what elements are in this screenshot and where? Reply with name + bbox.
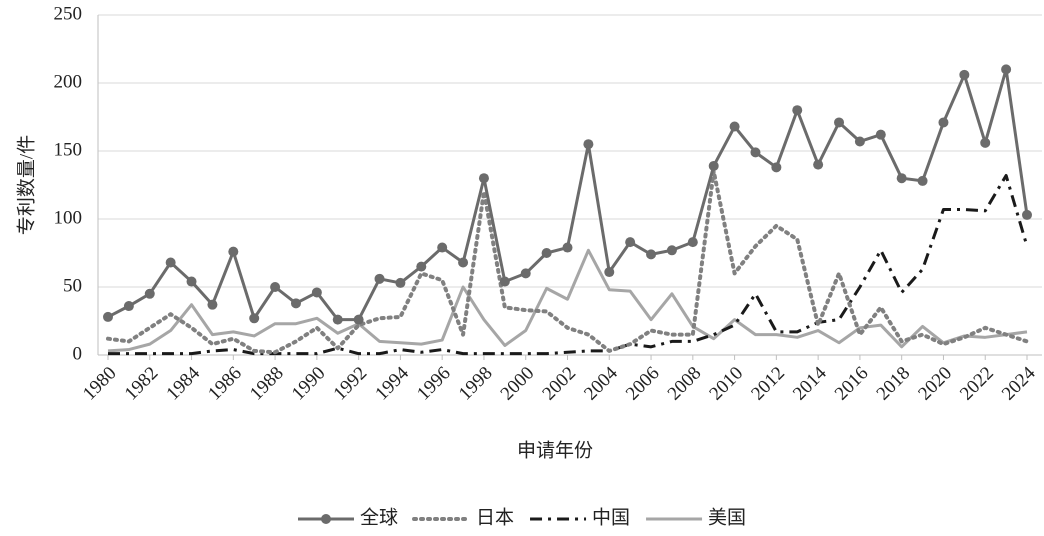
point xyxy=(458,257,469,268)
point xyxy=(228,246,239,257)
point xyxy=(123,301,134,312)
point xyxy=(249,313,260,324)
x-tick-label: 2012 xyxy=(747,363,789,405)
point xyxy=(290,298,301,309)
point xyxy=(499,276,510,287)
y-tick-label: 150 xyxy=(54,139,83,160)
point xyxy=(562,242,573,253)
point xyxy=(938,117,949,128)
x-tick-label: 2000 xyxy=(497,363,539,405)
x-tick-label: 1986 xyxy=(204,363,246,405)
point xyxy=(771,162,782,173)
legend-label: 日本 xyxy=(476,506,514,528)
point xyxy=(374,273,385,284)
legend-label: 美国 xyxy=(708,506,746,528)
point xyxy=(917,175,928,186)
x-tick-label: 2002 xyxy=(538,363,580,405)
point xyxy=(792,105,803,116)
x-tick-label: 2006 xyxy=(622,363,664,405)
x-tick-label: 2018 xyxy=(873,363,915,405)
x-tick-label: 2020 xyxy=(914,363,956,405)
legend-marker xyxy=(321,514,331,524)
point xyxy=(270,282,281,292)
x-tick-label: 2024 xyxy=(998,362,1040,404)
legend-label: 全球 xyxy=(360,506,398,528)
series-line xyxy=(107,67,1029,322)
legend-label: 中国 xyxy=(592,506,630,528)
point xyxy=(186,276,197,287)
point xyxy=(165,257,176,268)
series-line xyxy=(108,173,1029,356)
x-tick-label: 2022 xyxy=(956,363,998,405)
point xyxy=(959,69,970,80)
x-tick-label: 1994 xyxy=(371,362,413,404)
point xyxy=(980,137,991,148)
point xyxy=(750,147,761,158)
x-tick-label: 2014 xyxy=(789,362,831,404)
point xyxy=(854,136,865,147)
x-tick-label: 1982 xyxy=(121,363,163,405)
point xyxy=(207,299,218,310)
y-tick-label: 250 xyxy=(54,3,83,24)
x-tick-label: 2004 xyxy=(580,362,622,404)
x-tick-label: 1988 xyxy=(246,363,288,405)
point xyxy=(625,237,636,248)
x-tick-label: 2016 xyxy=(831,363,873,405)
x-tick-label: 1984 xyxy=(162,362,204,404)
point xyxy=(708,160,719,171)
point xyxy=(353,314,364,325)
series-line xyxy=(107,248,1028,353)
point xyxy=(395,277,406,288)
x-tick-label: 1992 xyxy=(330,363,372,405)
x-tick-label: 1980 xyxy=(79,363,121,405)
point xyxy=(416,261,427,272)
y-tick-label: 200 xyxy=(54,71,83,92)
y-tick-label: 50 xyxy=(63,275,82,296)
x-tick-label: 2010 xyxy=(705,363,747,405)
point xyxy=(520,268,531,279)
point xyxy=(478,173,489,184)
point xyxy=(687,237,698,248)
point xyxy=(729,121,740,132)
point xyxy=(813,159,824,170)
point xyxy=(437,242,448,253)
point xyxy=(1022,209,1032,220)
point xyxy=(103,311,113,322)
series-line xyxy=(106,169,1029,355)
point xyxy=(541,248,552,258)
y-tick-label: 0 xyxy=(73,343,83,364)
point xyxy=(896,173,907,184)
point xyxy=(332,314,343,325)
point xyxy=(583,139,594,150)
y-axis-title: 专利数量/件 xyxy=(15,135,37,235)
x-tick-label: 1990 xyxy=(288,363,330,405)
point xyxy=(875,129,886,140)
y-tick-label: 100 xyxy=(54,207,83,228)
x-tick-label: 2008 xyxy=(664,363,706,405)
point xyxy=(666,245,677,256)
point xyxy=(646,249,657,260)
point xyxy=(604,267,615,278)
point xyxy=(1001,64,1012,75)
x-tick-label: 1998 xyxy=(455,363,497,405)
x-tick-label: 1996 xyxy=(413,363,455,405)
x-axis-title: 申请年份 xyxy=(517,439,593,461)
point xyxy=(144,288,155,299)
point xyxy=(834,117,845,128)
point xyxy=(311,287,322,298)
